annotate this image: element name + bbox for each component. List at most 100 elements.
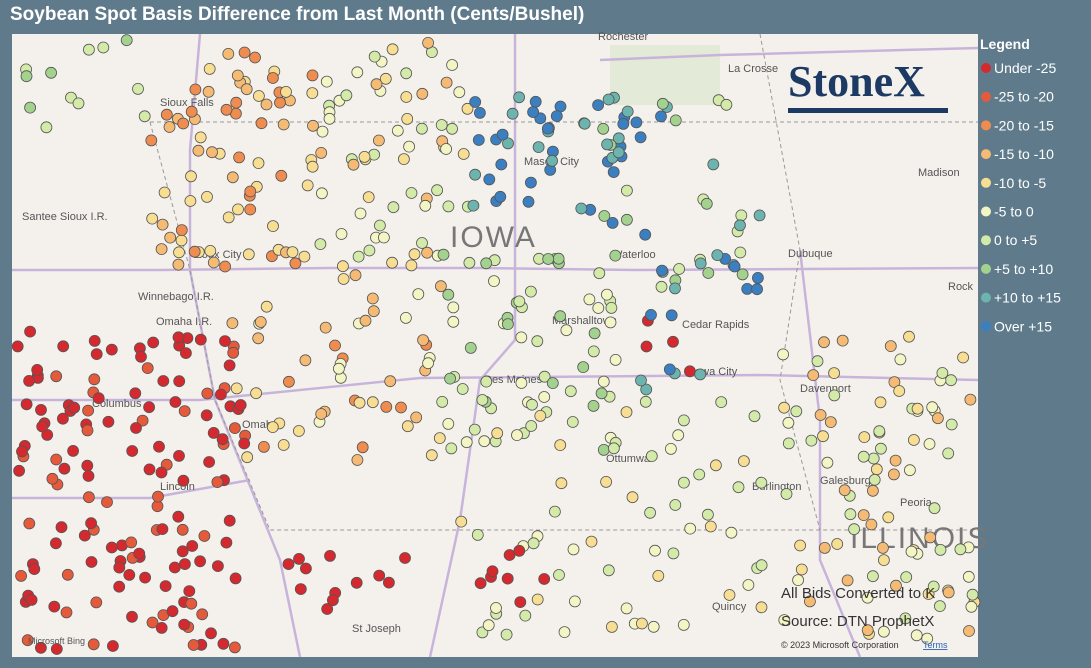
bid-dot (372, 134, 385, 147)
bid-dot (24, 325, 37, 338)
bid-dot (293, 553, 305, 565)
bid-dot (232, 203, 244, 216)
bid-dot (447, 315, 460, 328)
bid-dot (908, 434, 920, 446)
bid-dot (575, 202, 588, 215)
bid-dot (132, 83, 144, 95)
bid-dot (146, 212, 159, 225)
bid-dot (175, 234, 188, 247)
bid-dot (723, 589, 736, 601)
bid-dot (865, 518, 878, 531)
bid-dot (531, 335, 544, 348)
bid-dot (90, 348, 103, 361)
bid-dot (403, 140, 416, 153)
legend-label: -25 to -20 (994, 89, 1054, 105)
bid-dot (260, 300, 273, 313)
bid-dot (40, 121, 53, 134)
bid-dot (152, 490, 164, 503)
bid-dot (230, 96, 243, 109)
bid-dot (894, 353, 907, 366)
bid-dot (194, 333, 207, 346)
legend-label: -20 to -15 (994, 117, 1054, 133)
bid-dot (82, 470, 95, 482)
bid-dot (491, 427, 504, 440)
bid-dot (244, 203, 257, 216)
bid-dot (252, 90, 265, 102)
bid-dot (513, 91, 525, 104)
bid-dot (472, 134, 485, 146)
bid-dot (67, 444, 79, 457)
bid-dot (136, 414, 149, 427)
place-label: Omaha I.R. (156, 316, 212, 328)
bid-dot (207, 256, 220, 269)
bid-dot (715, 396, 728, 409)
bid-dot (203, 63, 216, 75)
bid-dot (157, 375, 170, 387)
bid-dot (522, 195, 535, 208)
bid-dot (558, 626, 571, 638)
bid-dot (198, 530, 211, 542)
bid-dot (172, 258, 185, 271)
bid-dot (644, 506, 656, 519)
bid-dot (474, 577, 487, 590)
bid-dot (878, 554, 890, 566)
bid-dot (380, 400, 393, 413)
bid-dot (889, 454, 902, 467)
bid-dot (48, 600, 61, 613)
bid-dot (211, 476, 224, 489)
bid-dot (905, 545, 918, 558)
bid-dot (417, 334, 430, 347)
bid-dot (347, 158, 360, 171)
bid-dot (807, 369, 820, 382)
bid-dot (200, 409, 213, 422)
bid-dot (321, 603, 334, 615)
bid-dot (720, 98, 733, 111)
bid-dot (233, 151, 246, 164)
bid-dot (226, 317, 239, 330)
bid-dot (609, 249, 622, 262)
bid-dot (926, 401, 939, 414)
bid-dot (20, 398, 33, 411)
bid-dot (560, 324, 573, 337)
place-label: Sioux Falls (160, 97, 214, 109)
bid-dot (125, 536, 138, 549)
bid-dot (252, 157, 265, 170)
bid-dot (647, 620, 660, 633)
bid-dot (400, 91, 413, 103)
bid-dot (219, 335, 231, 348)
bid-dot (266, 421, 279, 434)
bid-dot (50, 643, 63, 655)
bid-dot (377, 231, 390, 244)
bid-dot (514, 596, 527, 608)
bid-dot (249, 51, 261, 64)
bid-dot (652, 570, 665, 582)
bid-dot (315, 187, 328, 200)
bid-dot (252, 332, 265, 345)
place-label: Rock (948, 281, 974, 293)
bid-dot (588, 327, 601, 340)
bid-dot (146, 616, 159, 629)
legend-swatch (981, 263, 991, 274)
bid-dot (867, 570, 879, 583)
bid-dot (257, 440, 270, 453)
bid-dot (792, 574, 804, 586)
bid-dot (780, 488, 793, 500)
bid-dot (707, 158, 720, 171)
bid-dot (678, 476, 690, 489)
bid-dot (601, 288, 613, 301)
bid-dot (433, 432, 446, 445)
bid-dot (440, 76, 453, 89)
bid-dot (694, 257, 707, 270)
place-label: Davenport (800, 383, 851, 395)
bid-dot (24, 101, 37, 114)
bid-dot (335, 228, 348, 240)
bid-dot (469, 96, 482, 108)
bid-dot (82, 404, 94, 417)
terms-link[interactable]: Terms (923, 640, 948, 650)
bid-dot (927, 580, 940, 593)
place-label: Ottumwa (606, 453, 651, 465)
bid-dot (457, 148, 470, 160)
bid-dot (482, 619, 495, 632)
bid-dot (60, 606, 73, 619)
legend-label: +10 to +15 (994, 290, 1061, 306)
